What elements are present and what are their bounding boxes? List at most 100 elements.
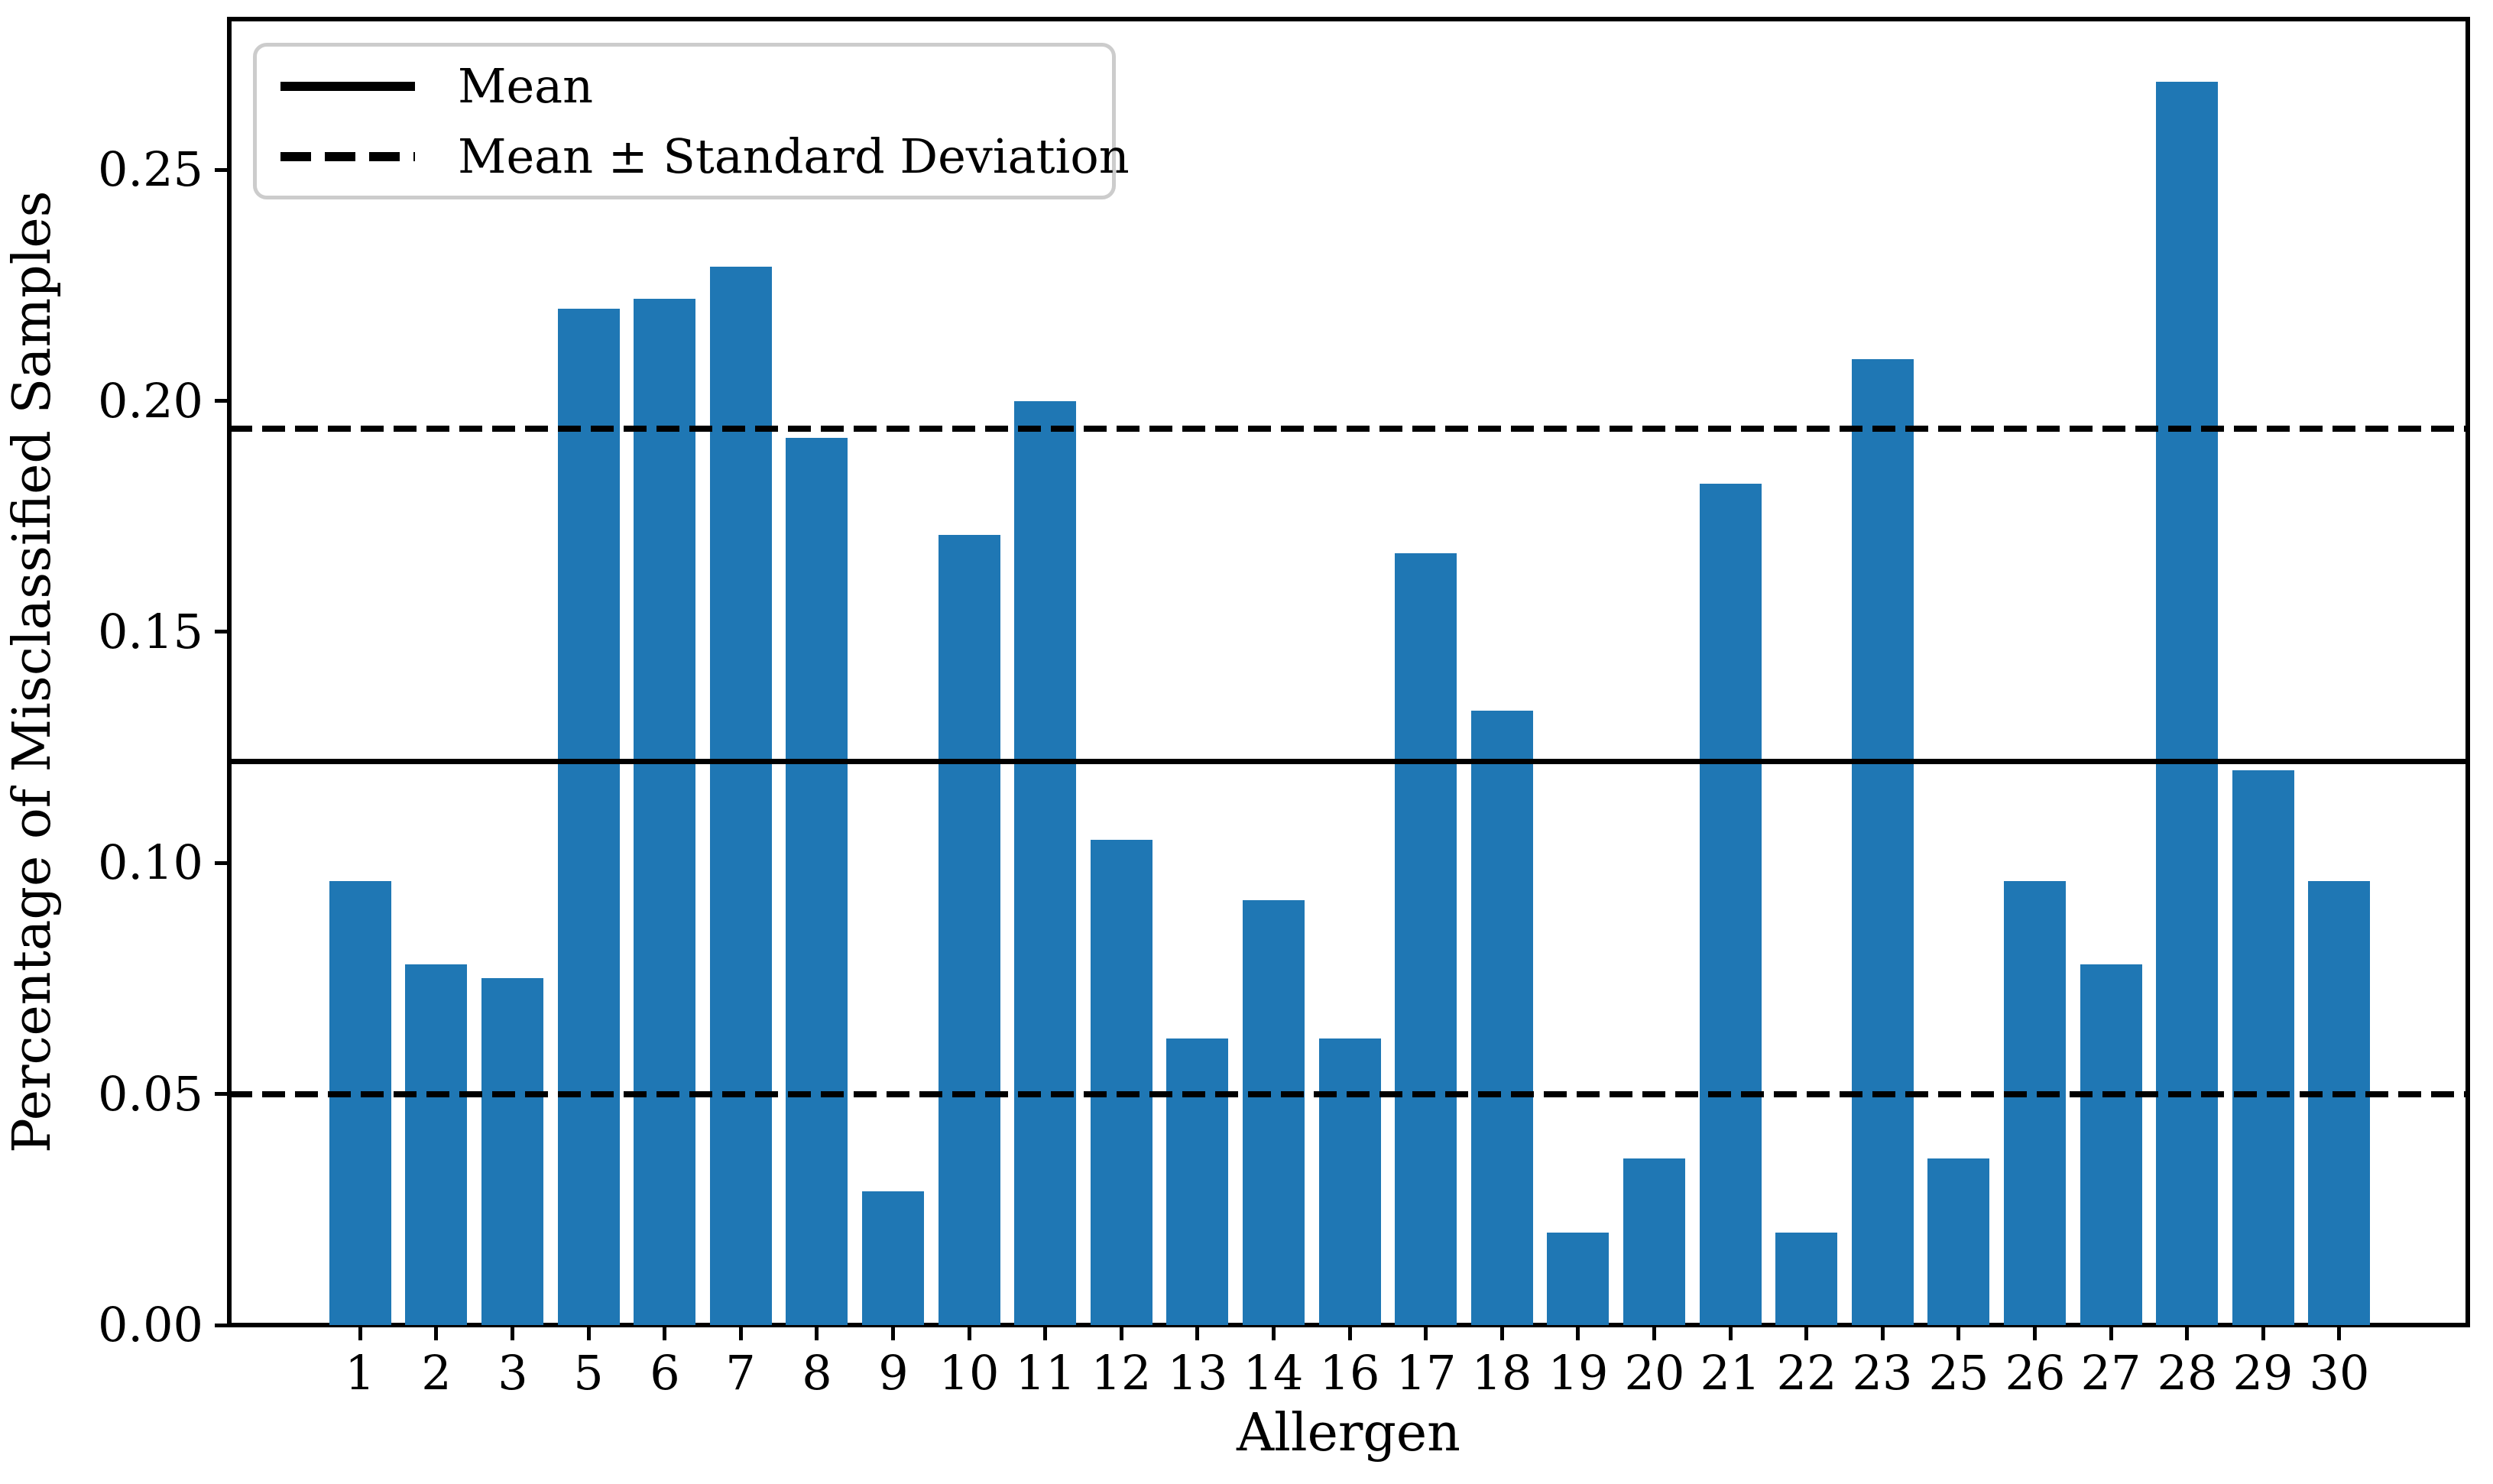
bar-allergen-23 xyxy=(1851,359,1914,1325)
x-tick-mark-2 xyxy=(434,1325,438,1340)
bar-allergen-6 xyxy=(634,299,696,1325)
bar-allergen-7 xyxy=(709,267,772,1325)
x-tick-mark-30 xyxy=(2337,1325,2341,1340)
x-tick-mark-19 xyxy=(1576,1325,1580,1340)
x-tick-label-7: 7 xyxy=(725,1345,756,1401)
bar-allergen-2 xyxy=(405,964,468,1325)
x-tick-mark-29 xyxy=(2261,1325,2265,1340)
x-tick-label-8: 8 xyxy=(802,1345,832,1401)
x-tick-label-3: 3 xyxy=(498,1345,528,1401)
legend-item-mean: Mean xyxy=(280,57,1112,114)
x-tick-label-10: 10 xyxy=(939,1345,1000,1401)
bar-allergen-12 xyxy=(1090,840,1152,1325)
bar-allergen-25 xyxy=(1927,1158,1990,1325)
legend: Mean Mean ± Standard Deviation xyxy=(253,43,1130,199)
x-tick-mark-25 xyxy=(1956,1325,1960,1340)
bar-allergen-17 xyxy=(1395,553,1457,1325)
bar-allergen-3 xyxy=(481,978,543,1325)
x-tick-mark-10 xyxy=(968,1325,971,1340)
mean-minus-std-line xyxy=(229,1091,2468,1097)
x-tick-label-9: 9 xyxy=(878,1345,909,1401)
bar-allergen-11 xyxy=(1014,401,1077,1325)
x-tick-mark-9 xyxy=(891,1325,895,1340)
bar-allergen-27 xyxy=(2080,964,2142,1325)
bar-allergen-30 xyxy=(2308,881,2371,1325)
x-tick-mark-5 xyxy=(587,1325,591,1340)
dashed-line-sample-icon xyxy=(280,151,415,161)
x-tick-label-1: 1 xyxy=(345,1345,375,1401)
x-tick-mark-3 xyxy=(511,1325,514,1340)
x-tick-label-11: 11 xyxy=(1015,1345,1076,1401)
x-tick-label-12: 12 xyxy=(1091,1345,1152,1401)
bar-allergen-18 xyxy=(1470,711,1533,1325)
bar-allergen-1 xyxy=(329,881,391,1325)
bar-allergen-19 xyxy=(1547,1233,1610,1325)
x-tick-label-16: 16 xyxy=(1319,1345,1380,1401)
y-axis-title: Percentage of Misclassified Samples xyxy=(2,190,63,1154)
x-tick-mark-6 xyxy=(663,1325,666,1340)
x-tick-mark-18 xyxy=(1500,1325,1504,1340)
x-tick-mark-21 xyxy=(1729,1325,1733,1340)
x-tick-mark-28 xyxy=(2185,1325,2189,1340)
mean-plus-std-line xyxy=(229,426,2468,432)
x-tick-label-5: 5 xyxy=(573,1345,604,1401)
y-tick-label-0.00: 0.00 xyxy=(97,1297,203,1353)
bar-allergen-26 xyxy=(2004,881,2066,1325)
x-tick-label-20: 20 xyxy=(1624,1345,1685,1401)
bar-allergen-28 xyxy=(2156,82,2219,1325)
x-tick-label-6: 6 xyxy=(650,1345,680,1401)
x-tick-mark-20 xyxy=(1652,1325,1656,1340)
solid-line-sample-icon xyxy=(280,81,415,91)
x-tick-label-14: 14 xyxy=(1243,1345,1304,1401)
bar-allergen-14 xyxy=(1243,900,1305,1325)
plot-area: Mean Mean ± Standard Deviation xyxy=(227,17,2470,1327)
left-spine xyxy=(227,17,232,1327)
y-tick-mark-0.25 xyxy=(215,168,229,172)
bar-allergen-10 xyxy=(938,535,1000,1325)
x-tick-mark-27 xyxy=(2109,1325,2113,1340)
bar-allergen-8 xyxy=(786,438,848,1325)
y-tick-mark-0.20 xyxy=(215,399,229,403)
y-tick-mark-0.10 xyxy=(215,861,229,865)
y-tick-mark-0.15 xyxy=(215,630,229,633)
bar-allergen-13 xyxy=(1166,1038,1229,1325)
legend-item-mean-std: Mean ± Standard Deviation xyxy=(280,132,1130,180)
x-tick-label-22: 22 xyxy=(1776,1345,1837,1401)
x-tick-mark-14 xyxy=(1272,1325,1276,1340)
x-tick-label-23: 23 xyxy=(1852,1345,1913,1401)
y-tick-label-0.05: 0.05 xyxy=(97,1066,203,1122)
x-tick-mark-1 xyxy=(358,1325,362,1340)
x-tick-mark-23 xyxy=(1881,1325,1885,1340)
y-tick-label-0.15: 0.15 xyxy=(97,604,203,659)
x-tick-mark-11 xyxy=(1043,1325,1047,1340)
bar-allergen-22 xyxy=(1775,1233,1838,1325)
x-tick-mark-13 xyxy=(1195,1325,1199,1340)
y-tick-mark-0.05 xyxy=(215,1092,229,1096)
y-tick-label-0.25: 0.25 xyxy=(97,141,203,197)
x-tick-label-19: 19 xyxy=(1548,1345,1609,1401)
bar-allergen-5 xyxy=(557,309,620,1325)
x-tick-mark-12 xyxy=(1120,1325,1123,1340)
x-tick-label-21: 21 xyxy=(1700,1345,1761,1401)
bar-allergen-16 xyxy=(1318,1038,1381,1325)
x-tick-label-27: 27 xyxy=(2080,1345,2141,1401)
x-tick-label-13: 13 xyxy=(1167,1345,1228,1401)
x-tick-label-30: 30 xyxy=(2309,1345,2370,1401)
x-tick-label-26: 26 xyxy=(2005,1345,2066,1401)
top-spine xyxy=(227,17,2470,21)
legend-label-mean: Mean xyxy=(458,57,594,114)
x-tick-label-17: 17 xyxy=(1396,1345,1457,1401)
x-axis-title: Allergen xyxy=(1237,1403,1460,1463)
x-tick-mark-7 xyxy=(739,1325,743,1340)
x-tick-label-29: 29 xyxy=(2232,1345,2294,1401)
y-tick-label-0.10: 0.10 xyxy=(97,834,203,890)
y-tick-mark-0.00 xyxy=(215,1324,229,1327)
legend-label-mean-std: Mean ± Standard Deviation xyxy=(458,128,1130,184)
y-tick-label-0.20: 0.20 xyxy=(97,373,203,429)
x-tick-mark-22 xyxy=(1804,1325,1808,1340)
x-tick-mark-8 xyxy=(815,1325,819,1340)
x-tick-mark-26 xyxy=(2033,1325,2037,1340)
x-tick-label-18: 18 xyxy=(1471,1345,1532,1401)
x-tick-label-2: 2 xyxy=(421,1345,452,1401)
